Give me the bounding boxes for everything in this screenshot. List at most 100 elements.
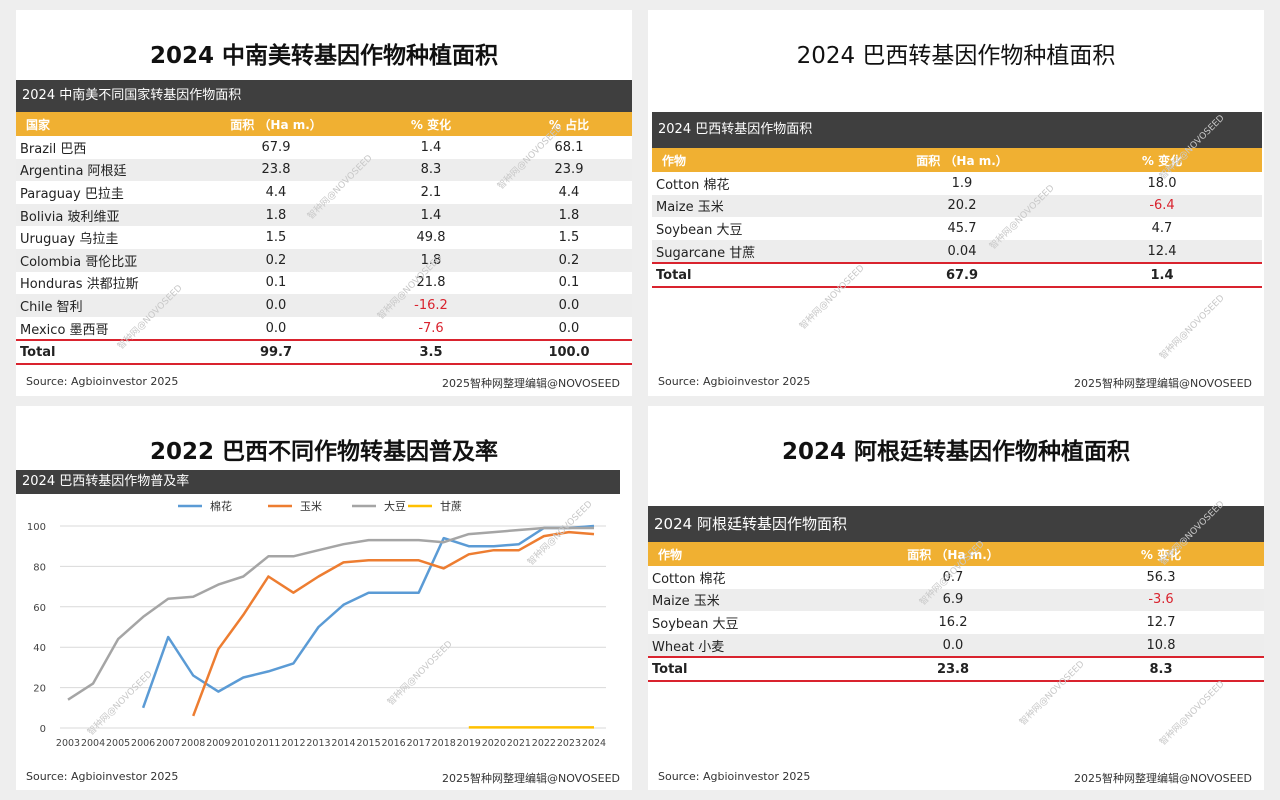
x-tick-label: 2012 [281,738,305,749]
col-header-crop: 作物 [652,148,862,172]
total-area: 67.9 [862,262,1062,289]
total-change: 8.3 [1058,656,1264,683]
source-note: Source: Agbioinvestor 2025 [26,375,179,388]
table-row: Cotton 棉花 1.9 18.0 [652,172,1262,195]
change-value: 12.7 [1146,614,1176,630]
series-line [67,526,594,701]
table-row: Mexico 墨西哥 0.0 -7.6 0.0 [16,317,632,341]
area-value: 4.4 [265,184,287,200]
area-value: 0.7 [942,569,964,585]
area-value: 23.8 [196,158,356,182]
y-tick-label: 60 [33,603,46,614]
change-value: 56.3 [1146,569,1176,585]
table-row: Cotton 棉花 0.7 56.3 [648,566,1264,589]
legend-label: 甘蔗 [440,500,462,513]
area-value: 0.1 [265,275,287,291]
area-value: 20.2 [862,194,1062,218]
credit-note: 2025智种网整理编辑@NOVOSEED [441,377,620,390]
panel-title: 2024 阿根廷转基因作物种植面积 [781,439,1131,465]
change-value: 18.0 [1147,175,1177,191]
watermark: 智种网@NOVOSEED [1158,293,1227,362]
change-value: 8.3 [356,158,506,182]
table-row: Colombia 哥伦比亚 0.2 1.8 0.2 [16,248,632,272]
total-area: 23.8 [848,656,1058,683]
legend-label: 棉花 [210,499,232,513]
total-label: Total [648,656,848,683]
latam-table: 国家 面积 （Ha m.） % 变化 % 占比 Brazil 巴西 67.9 1.4… [16,112,632,366]
x-tick-label: 2020 [482,738,506,749]
table-row: Wheat 小麦 0.0 10.8 [648,633,1264,658]
x-tick-label: 2016 [382,738,406,749]
total-label: Total [16,339,196,366]
x-tick-label: 2009 [206,738,230,749]
change-value: 1.4 [420,139,442,155]
area-value: 0.04 [862,239,1062,264]
table-header-row: 作物 面积 （Ha m.） % 变化 [652,148,1262,172]
crop-name: Cotton 棉花 [656,177,730,193]
legend-label: 大豆 [384,499,406,513]
country-name: Argentina 阿根廷 [16,158,196,182]
total-change: 1.4 [1062,262,1262,289]
area-value: 0.0 [848,633,1058,658]
y-tick-label: 80 [33,562,46,573]
table-row: Bolivia 玻利维亚 1.8 1.4 1.8 [16,203,632,227]
total-area: 99.7 [196,339,356,366]
table-header-row: 国家 面积 （Ha m.） % 变化 % 占比 [16,112,632,136]
watermark: 智种网@NOVOSEED [1158,679,1227,748]
crop-name: Soybean 大豆 [652,616,739,632]
area-value: 0.2 [196,248,356,272]
area-value: 45.7 [947,220,977,236]
series-line [192,530,595,717]
country-name: Brazil 巴西 [20,141,87,157]
table-row: Soybean 大豆 45.7 4.7 [652,217,1262,240]
col-header-area: 面积 （Ha m.） [862,148,1062,172]
total-row: Total 23.8 8.3 [648,656,1264,683]
x-tick-label: 2018 [432,738,456,749]
share-value: 0.1 [558,275,580,291]
total-share: 100.0 [506,339,632,366]
change-value: -6.4 [1062,194,1262,218]
source-note: Source: Agbioinvestor 2025 [26,770,179,783]
x-tick-label: 2017 [407,738,431,749]
table-title-bar: 2024 巴西转基因作物面积 [652,112,1262,148]
x-tick-label: 2015 [356,738,380,749]
col-header-country: 国家 [16,112,196,136]
source-note: Source: Agbioinvestor 2025 [658,770,811,783]
share-value: 0.0 [558,320,580,336]
change-value: 12.4 [1062,239,1262,264]
x-tick-label: 2006 [131,738,155,749]
x-tick-label: 2023 [557,738,581,749]
y-tick-label: 100 [27,522,46,533]
country-name: Chile 智利 [16,294,196,317]
crop-name: Maize 玉米 [648,588,848,612]
total-label: Total [652,262,862,289]
share-value: 23.9 [506,158,632,182]
country-name: Honduras 洪都拉斯 [20,277,139,293]
crop-name: Sugarcane 甘蔗 [652,239,862,264]
country-name: Uruguay 乌拉圭 [20,232,119,248]
table-row: Maize 玉米 20.2 -6.4 [652,194,1262,218]
credit-note: 2025智种网整理编辑@NOVOSEED [1073,772,1252,785]
x-tick-label: 2024 [582,738,606,749]
panel-title: 2024 中南美转基因作物种植面积 [149,43,499,69]
country-name: Mexico 墨西哥 [20,322,109,338]
change-value: 10.8 [1058,633,1264,658]
table-row: Chile 智利 0.0 -16.2 0.0 [16,294,632,317]
change-value: 4.7 [1151,220,1173,236]
total-row: Total 99.7 3.5 100.0 [16,339,632,366]
adoption-panel: 2022 巴西不同作物转基因普及率 2024 巴西转基因作物普及率 0 20 40 6… [16,406,632,790]
area-value: 0.0 [196,294,356,317]
table-row: Maize 玉米 6.9 -3.6 [648,588,1264,612]
share-value: 1.8 [506,203,632,227]
crop-name: Wheat 小麦 [648,633,848,658]
area-value: 1.8 [196,203,356,227]
table-row: Sugarcane 甘蔗 0.04 12.4 [652,239,1262,264]
x-tick-label: 2011 [256,738,280,749]
table-header-row: 作物 面积 （Ha m.） % 变化 [648,542,1264,566]
series-line [141,524,595,709]
x-tick-label: 2005 [106,738,130,749]
table-row: Uruguay 乌拉圭 1.5 49.8 1.5 [16,226,632,249]
share-value: 68.1 [554,139,584,155]
x-tick-label: 2008 [181,738,205,749]
chart-title-bar: 2024 巴西转基因作物普及率 [16,470,620,494]
